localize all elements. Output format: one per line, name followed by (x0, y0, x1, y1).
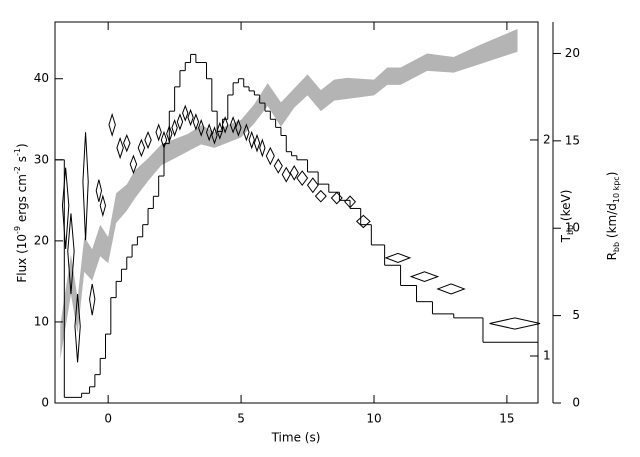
label-part: -2 (13, 166, 22, 174)
y2-tick-label: 2 (543, 132, 551, 146)
diamond (344, 195, 357, 209)
x-axis-label: Time (s) (271, 431, 321, 445)
y2-tick-label: 1 (543, 348, 551, 362)
label-part: (km/d (605, 203, 619, 242)
label-part: 10 kpc (612, 176, 621, 203)
x-tick-label: 5 (237, 412, 245, 426)
label-part: -9 (13, 226, 22, 234)
y3-tick-label: 15 (565, 133, 580, 147)
label-part: ) (15, 143, 29, 148)
label-part: bb (612, 242, 621, 252)
diamond (253, 133, 261, 153)
diamond (306, 177, 319, 194)
label-part: T (559, 234, 573, 243)
x-tick-label: 10 (366, 412, 381, 426)
label-part: (keV) (559, 190, 573, 225)
diamond (289, 164, 299, 181)
diamond (160, 130, 168, 150)
label-part: ergs cm (15, 174, 29, 226)
diamond (216, 121, 223, 140)
diamond (116, 136, 124, 160)
diamond (235, 118, 242, 137)
diamond (129, 154, 138, 175)
diamond (198, 118, 205, 137)
label-part: R (605, 252, 619, 260)
diamond (171, 118, 178, 137)
y2-axis-label: Tbb (keV) (559, 190, 576, 244)
diamond (259, 138, 266, 158)
diamond (436, 283, 466, 295)
radius-band (60, 28, 518, 360)
diamond (211, 126, 218, 145)
diamond (182, 104, 189, 122)
diamond (409, 271, 440, 283)
y-tick-label: 10 (34, 314, 49, 328)
band-layer (60, 28, 518, 360)
y3-tick-label: 10 (565, 221, 580, 235)
x-tick-label: 15 (499, 412, 514, 426)
plot-frame (54, 21, 539, 404)
diamond (155, 123, 162, 142)
diamond (330, 191, 343, 205)
diamond (281, 166, 291, 183)
diamond (314, 189, 327, 203)
diamond (123, 133, 131, 153)
diamond (89, 283, 96, 316)
y-axis-label: Flux (10-9 ergs cm-2 s-1) (13, 143, 29, 282)
label-part: -1 (13, 148, 22, 156)
diamond (489, 317, 541, 330)
y-tick-label: 0 (41, 396, 49, 410)
diamond (355, 214, 371, 229)
diamond (82, 132, 89, 241)
y-tick-label: 30 (34, 152, 49, 166)
diamond (205, 123, 213, 142)
diamond (95, 179, 103, 202)
diamond (273, 158, 283, 174)
y3-tick-label: 20 (565, 46, 580, 60)
diamond (229, 115, 237, 134)
diamond (248, 130, 255, 150)
diamond (176, 113, 184, 131)
label-part: Flux (10 (15, 234, 29, 283)
y3-tick-label: 5 (572, 308, 580, 322)
y3-tick-label: 0 (572, 396, 580, 410)
y3-axis-label: Rbb (km/d10 kpc) (605, 172, 622, 261)
diamond (74, 293, 81, 363)
diamond (108, 112, 116, 138)
diamond (221, 115, 229, 134)
label-part: bb (566, 225, 575, 235)
diamond (144, 130, 152, 150)
y-tick-label: 20 (34, 233, 49, 247)
diamond (166, 124, 173, 144)
diamond (384, 252, 412, 263)
diamond (265, 146, 275, 166)
diamond (187, 108, 194, 127)
label-part: s (15, 156, 29, 166)
x-tick-label: 0 (104, 412, 112, 426)
y-tick-label: 40 (34, 71, 49, 85)
diamond (243, 123, 250, 142)
diamond (296, 170, 309, 186)
diamond (67, 213, 75, 295)
diamond (61, 167, 70, 249)
diamond (99, 194, 107, 218)
diamond (137, 138, 146, 158)
label-part: ) (605, 172, 619, 177)
diamond (192, 113, 200, 131)
mark-layer (55, 53, 541, 398)
